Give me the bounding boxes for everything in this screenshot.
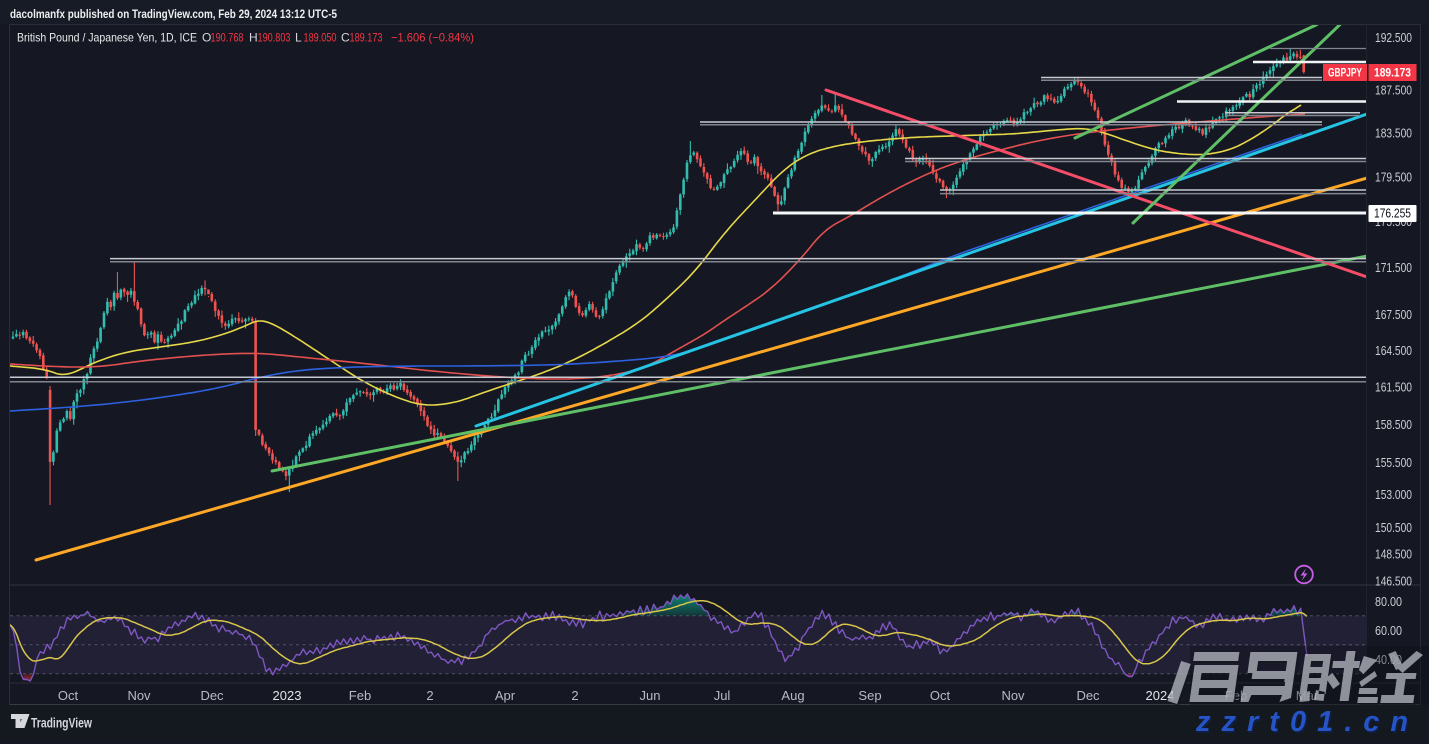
svg-text:171.500: 171.500 bbox=[1375, 260, 1412, 275]
svg-text:Apr: Apr bbox=[495, 688, 516, 703]
svg-text:Jun: Jun bbox=[640, 688, 661, 703]
svg-text:GBPJPY: GBPJPY bbox=[1328, 68, 1362, 80]
svg-text:148.500: 148.500 bbox=[1375, 547, 1412, 562]
svg-text:TradingView: TradingView bbox=[31, 716, 92, 731]
svg-text:80.00: 80.00 bbox=[1375, 594, 1402, 609]
svg-text:190.803: 190.803 bbox=[258, 31, 291, 45]
svg-text:161.500: 161.500 bbox=[1375, 380, 1412, 395]
svg-text:167.500: 167.500 bbox=[1375, 307, 1412, 322]
svg-text:−1.606 (−0.84%): −1.606 (−0.84%) bbox=[391, 31, 474, 45]
svg-text:187.500: 187.500 bbox=[1375, 83, 1412, 98]
svg-text:189.173: 189.173 bbox=[1374, 66, 1411, 80]
svg-text:Nov: Nov bbox=[127, 688, 151, 703]
svg-text:zzrt01.cn: zzrt01.cn bbox=[1197, 708, 1421, 739]
svg-text:Dec: Dec bbox=[1076, 688, 1100, 703]
svg-text:Feb: Feb bbox=[349, 688, 371, 703]
svg-text:L: L bbox=[295, 31, 302, 45]
svg-text:192.500: 192.500 bbox=[1375, 30, 1412, 45]
svg-text:O: O bbox=[202, 31, 211, 45]
svg-text:Sep: Sep bbox=[858, 688, 881, 703]
svg-text:179.500: 179.500 bbox=[1375, 169, 1412, 184]
svg-text:Aug: Aug bbox=[781, 688, 804, 703]
svg-text:189.173: 189.173 bbox=[350, 31, 383, 45]
svg-text:H: H bbox=[249, 31, 258, 45]
svg-text:189.050: 189.050 bbox=[304, 31, 337, 45]
svg-text:Nov: Nov bbox=[1001, 688, 1025, 703]
svg-text:zzrt01.cn: zzrt01.cn bbox=[1195, 706, 1419, 738]
svg-text:C: C bbox=[341, 31, 350, 45]
svg-text:Dec: Dec bbox=[200, 688, 224, 703]
svg-text:153.000: 153.000 bbox=[1375, 487, 1412, 502]
svg-text:164.500: 164.500 bbox=[1375, 343, 1412, 358]
svg-text:Oct: Oct bbox=[930, 688, 951, 703]
svg-text:British Pound / Japanese Yen,: British Pound / Japanese Yen, 1D, ICE bbox=[17, 31, 197, 45]
svg-text:2: 2 bbox=[571, 688, 578, 703]
svg-text:176.255: 176.255 bbox=[1374, 207, 1411, 221]
svg-text:158.500: 158.500 bbox=[1375, 417, 1412, 432]
svg-text:2024: 2024 bbox=[1146, 688, 1175, 703]
svg-text:2023: 2023 bbox=[273, 688, 302, 703]
svg-text:dacolmanfx published on Tradin: dacolmanfx published on TradingView.com,… bbox=[10, 7, 337, 21]
svg-text:190.768: 190.768 bbox=[211, 31, 244, 45]
svg-text:183.500: 183.500 bbox=[1375, 126, 1412, 141]
svg-text:2: 2 bbox=[426, 688, 433, 703]
svg-text:150.500: 150.500 bbox=[1375, 520, 1412, 535]
svg-text:Jul: Jul bbox=[714, 688, 731, 703]
svg-text:Oct: Oct bbox=[58, 688, 79, 703]
svg-text:146.500: 146.500 bbox=[1375, 574, 1412, 589]
svg-text:155.500: 155.500 bbox=[1375, 455, 1412, 470]
svg-text:60.00: 60.00 bbox=[1375, 623, 1402, 638]
